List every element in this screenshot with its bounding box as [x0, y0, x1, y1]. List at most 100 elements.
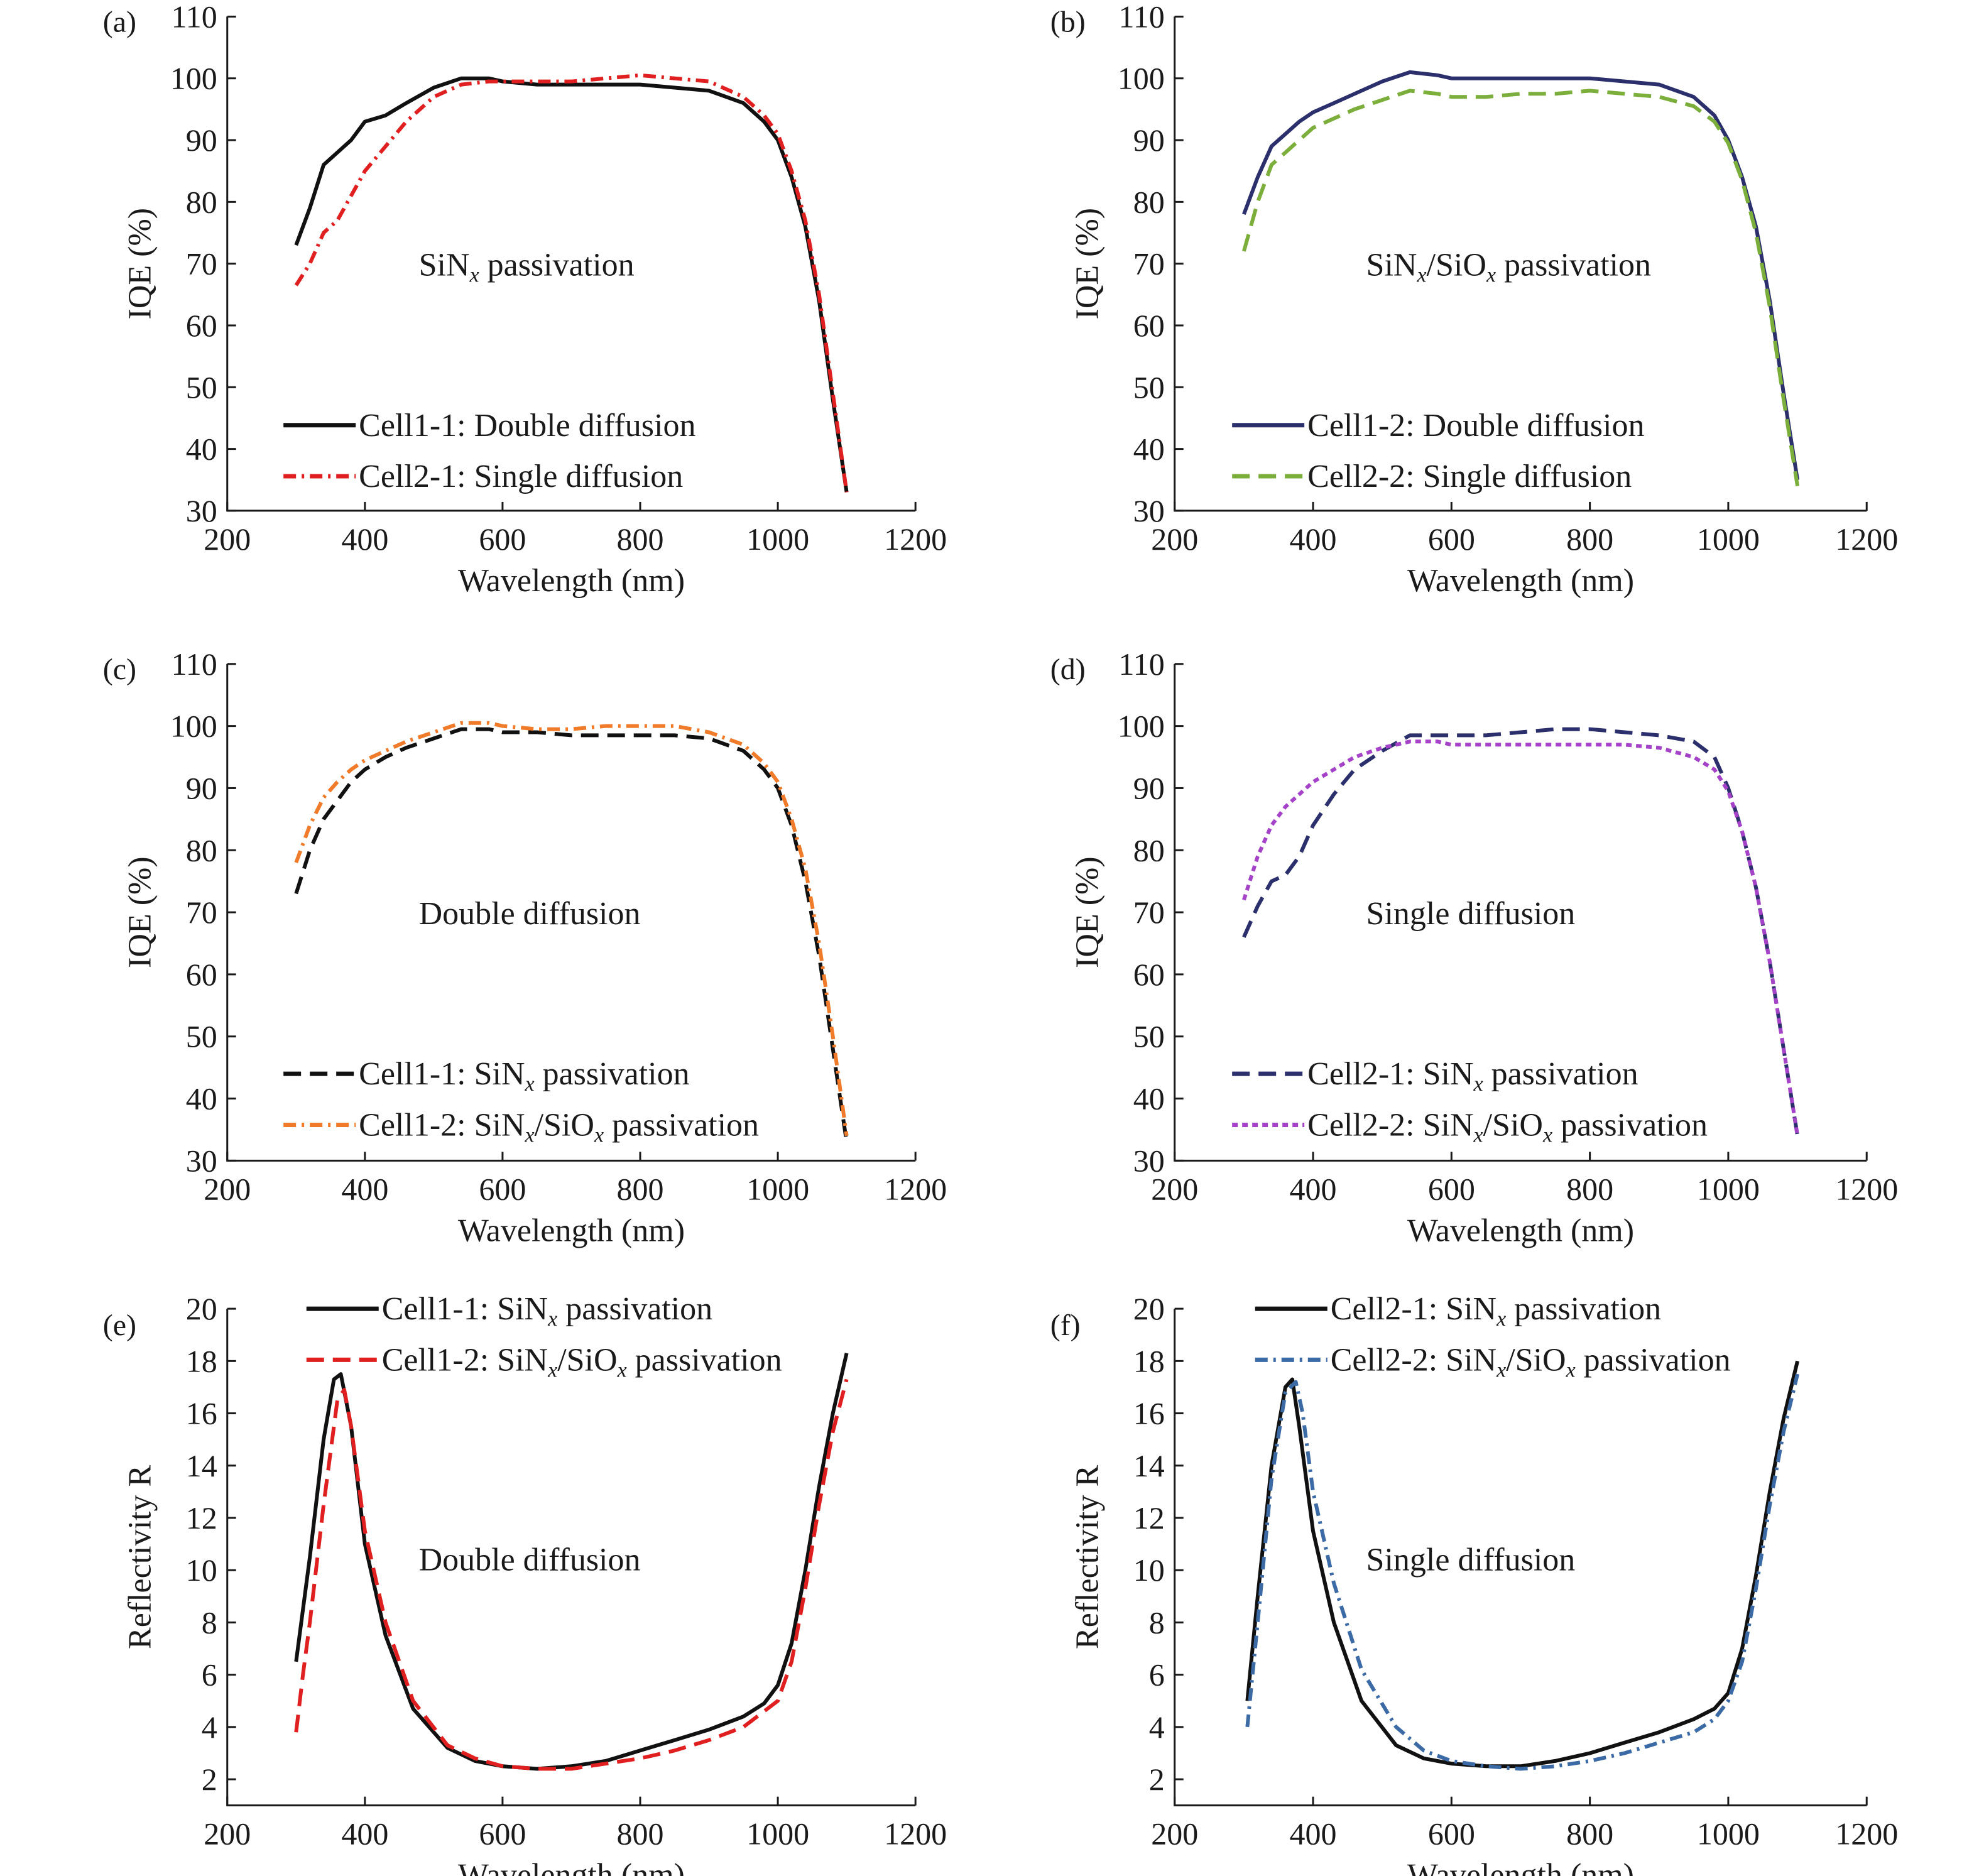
y-axis-label: IQE (%) [123, 208, 158, 320]
y-tick-label: 80 [1133, 184, 1165, 219]
y-tick-label: 16 [186, 1396, 217, 1431]
legend-label: Cell2-2: SiNx/SiOx passivation [1331, 1342, 1731, 1382]
y-tick-label: 20 [186, 1291, 217, 1326]
x-tick-label: 800 [1566, 1816, 1613, 1851]
y-tick-label: 30 [186, 493, 217, 528]
series-line-0 [294, 76, 849, 493]
y-tick-label: 80 [186, 184, 217, 219]
legend-label: Cell2-1: SiNx passivation [1307, 1056, 1638, 1096]
legend-label: Cell2-2: SiNx/SiOx passivation [1307, 1107, 1708, 1147]
y-tick-label: 16 [1133, 1396, 1165, 1431]
x-tick-label: 400 [341, 521, 388, 557]
series-line-1 [294, 73, 849, 493]
x-tick-label: 600 [479, 521, 526, 557]
x-tick-label: 200 [204, 1171, 251, 1206]
panel-letter: (f) [1050, 1309, 1081, 1342]
y-tick-label: 8 [202, 1605, 217, 1640]
x-tick-label: 1200 [884, 1816, 947, 1851]
x-axis-label: Wavelength (nm) [1407, 1213, 1634, 1248]
y-axis-label: Reflectivity R [123, 1464, 158, 1649]
x-tick-label: 400 [1290, 521, 1337, 557]
chart-panel-4: 200 400 600 800 1000 1200 2 4 6 8 10 12 14 16 18 20 Wave… [103, 1291, 947, 1876]
x-tick-label: 800 [1566, 1171, 1613, 1206]
series-line-1 [1245, 1373, 1800, 1771]
y-tick-label: 20 [1133, 1291, 1165, 1326]
chart-panel-3: 200 400 600 800 1000 1200 30 40 50 60 70 80 90 100 110… [1050, 646, 1899, 1249]
series-line-1 [294, 1378, 849, 1771]
x-tick-label: 400 [1290, 1816, 1337, 1851]
panel-annotation: SiNx passivation [419, 248, 635, 287]
y-tick-label: 10 [1133, 1552, 1165, 1588]
y-tick-label: 90 [186, 770, 217, 805]
series-line-1 [294, 721, 849, 1137]
x-tick-label: 200 [1151, 1816, 1198, 1851]
y-tick-label: 6 [202, 1657, 217, 1693]
x-tick-label: 400 [341, 1171, 388, 1206]
x-tick-label: 1200 [884, 521, 947, 557]
y-tick-label: 18 [1133, 1343, 1165, 1378]
series-line-0 [1245, 1360, 1800, 1769]
x-axis-label: Wavelength (nm) [1407, 563, 1634, 599]
y-tick-label: 100 [1118, 61, 1165, 96]
y-tick-label: 60 [186, 308, 217, 343]
y-tick-label: 70 [186, 246, 217, 281]
series-line-0 [1242, 727, 1800, 1137]
y-tick-label: 50 [186, 1019, 217, 1054]
y-tick-label: 110 [1119, 646, 1165, 682]
y-tick-label: 10 [186, 1552, 217, 1588]
y-tick-label: 50 [186, 369, 217, 405]
y-tick-label: 2 [1149, 1762, 1165, 1797]
legend-label: Cell2-1: SiNx passivation [1331, 1291, 1661, 1331]
legend-label: Cell1-2: SiNx/SiOx passivation [382, 1342, 782, 1382]
x-tick-label: 1200 [1835, 1171, 1898, 1206]
x-tick-label: 1000 [1697, 1171, 1760, 1206]
y-tick-label: 80 [186, 832, 217, 868]
y-tick-label: 110 [172, 646, 217, 682]
chart-panel-5: 200 400 600 800 1000 1200 2 4 6 8 10 12 14 16 18 20 Wave… [1050, 1291, 1899, 1876]
y-axis-label: Reflectivity R [1070, 1464, 1106, 1649]
y-tick-label: 12 [186, 1500, 217, 1535]
y-tick-label: 100 [1118, 709, 1165, 744]
x-tick-label: 600 [1428, 521, 1475, 557]
y-axis-label: IQE (%) [1070, 856, 1106, 968]
panel-annotation: Double diffusion [419, 896, 641, 932]
series-line-1 [1242, 739, 1800, 1137]
x-tick-label: 400 [341, 1816, 388, 1851]
x-tick-label: 200 [1151, 1171, 1198, 1206]
x-tick-label: 800 [616, 1171, 663, 1206]
legend-label: Cell2-2: Single diffusion [1307, 459, 1632, 494]
y-axis-label: IQE (%) [123, 856, 158, 968]
x-tick-label: 200 [204, 521, 251, 557]
series-line-0 [294, 727, 849, 1143]
chart-panel-1: 200 400 600 800 1000 1200 30 40 50 60 70 80 90 100 110… [1050, 0, 1899, 599]
x-tick-label: 200 [1151, 521, 1198, 557]
y-tick-label: 40 [186, 1081, 217, 1116]
y-tick-label: 40 [1133, 1081, 1165, 1116]
y-tick-label: 90 [1133, 123, 1165, 158]
y-tick-label: 30 [1133, 493, 1165, 528]
panel-annotation: SiNx/SiOx passivation [1366, 248, 1651, 287]
y-tick-label: 100 [170, 709, 217, 744]
x-tick-label: 1200 [1835, 1816, 1898, 1851]
x-tick-label: 1000 [1697, 1816, 1760, 1851]
legend-label: Cell1-2: Double diffusion [1307, 408, 1644, 444]
y-tick-label: 60 [1133, 308, 1165, 343]
x-axis-label: Wavelength (nm) [458, 1213, 685, 1248]
x-tick-label: 1200 [884, 1171, 947, 1206]
legend-label: Cell1-1: SiNx passivation [382, 1291, 712, 1331]
x-tick-label: 1000 [746, 1816, 809, 1851]
y-tick-label: 30 [186, 1143, 217, 1178]
y-tick-label: 70 [1133, 895, 1165, 930]
legend-label: Cell1-2: SiNx/SiOx passivation [359, 1107, 759, 1147]
y-tick-label: 18 [186, 1343, 217, 1378]
x-axis-label: Wavelength (nm) [458, 1858, 685, 1876]
y-tick-label: 12 [1133, 1500, 1165, 1535]
y-tick-label: 100 [170, 61, 217, 96]
y-tick-label: 30 [1133, 1143, 1165, 1178]
panel-letter: (a) [103, 5, 136, 38]
y-tick-label: 80 [1133, 832, 1165, 868]
chart-panel-2: 200 400 600 800 1000 1200 30 40 50 60 70 80 90 100 110… [103, 646, 947, 1249]
x-tick-label: 800 [616, 1816, 663, 1851]
x-tick-label: 600 [479, 1171, 526, 1206]
